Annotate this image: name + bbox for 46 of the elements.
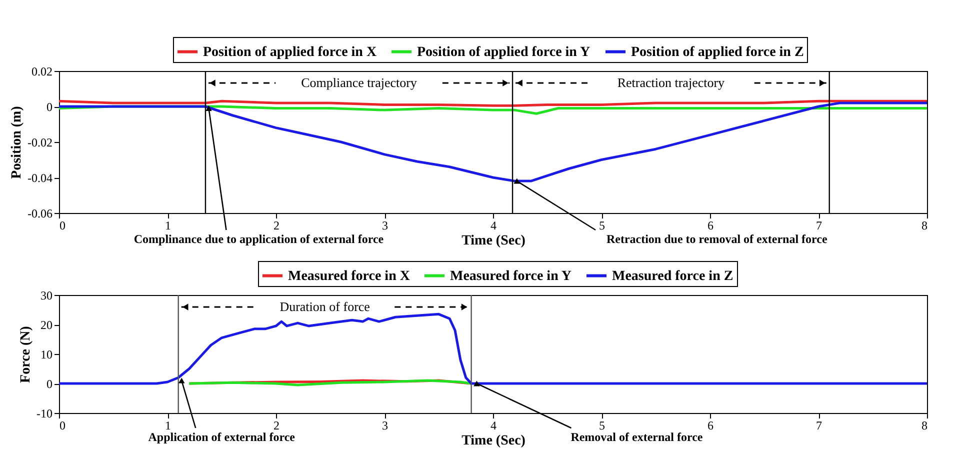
annotation: Compliance trajectory — [301, 75, 418, 90]
annotation: Complinance due to application of external force — [134, 232, 384, 246]
x-tick-label: 4 — [490, 218, 496, 232]
x-axis-title: Time (Sec) — [462, 234, 526, 248]
x-tick-label: 0 — [60, 418, 66, 432]
x-tick-label: 2 — [274, 418, 280, 432]
x-tick-label: 1 — [165, 418, 171, 432]
annotation: Duration of force — [280, 299, 370, 314]
x-axis-title: Time (Sec) — [462, 434, 526, 448]
y-axis-title: Force (N) — [18, 326, 34, 383]
legend-label: Measured force in X — [288, 268, 410, 284]
x-tick-label: 2 — [274, 218, 280, 232]
x-tick-label: 6 — [708, 418, 714, 432]
y-tick-label: 0 — [46, 100, 52, 114]
y-tick-label: -10 — [36, 406, 52, 420]
annotation: Retraction due to removal of external force — [606, 232, 828, 246]
x-tick-label: 7 — [816, 218, 822, 232]
y-tick-label: -0.06 — [28, 206, 52, 220]
legend-label: Position of applied force in Z — [631, 44, 804, 60]
x-tick-label: 7 — [816, 418, 822, 432]
y-tick-label: 30 — [40, 288, 52, 302]
x-tick-label: 4 — [490, 418, 496, 432]
x-tick-label: 8 — [922, 218, 928, 232]
x-tick-label: 0 — [60, 218, 66, 232]
annotation: Application of external force — [148, 430, 296, 444]
annotation: Removal of external force — [570, 430, 704, 444]
annotation: Retraction trajectory — [617, 75, 726, 90]
legend-label: Measured force in Z — [612, 268, 734, 284]
y-tick-label: 0 — [46, 377, 52, 391]
x-tick-label: 8 — [922, 418, 928, 432]
legend-label: Position of applied force in X — [203, 44, 377, 60]
y-tick-label: 10 — [40, 348, 52, 362]
y-tick-label: -0.02 — [28, 136, 52, 150]
x-tick-label: 5 — [599, 418, 605, 432]
legend-label: Position of applied force in Y — [417, 44, 590, 60]
y-axis-title: Position (m) — [10, 106, 25, 179]
legend-label: Measured force in Y — [450, 268, 572, 284]
line-series — [58, 312, 928, 385]
x-tick-label: 6 — [708, 218, 714, 232]
y-tick-label: 20 — [40, 318, 52, 332]
y-tick-label: -0.04 — [28, 171, 52, 185]
y-tick-label: 0.02 — [32, 64, 52, 78]
x-tick-label: 5 — [599, 218, 605, 232]
x-tick-label: 1 — [165, 218, 171, 232]
x-tick-label: 3 — [382, 218, 388, 232]
x-tick-label: 3 — [382, 418, 388, 432]
